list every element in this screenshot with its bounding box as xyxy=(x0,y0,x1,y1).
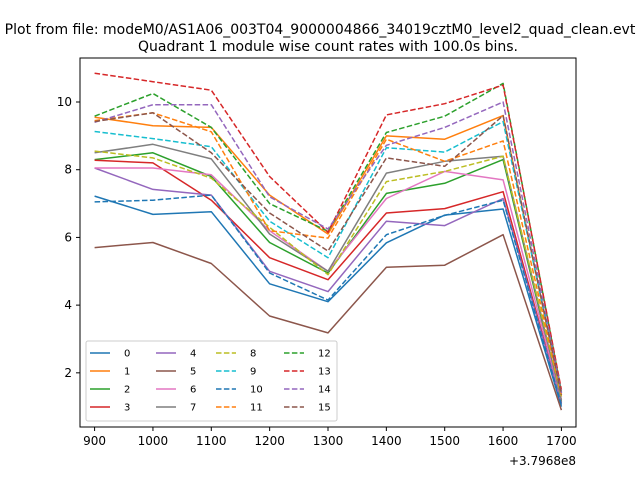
series-line-14 xyxy=(94,101,563,394)
legend-label-3: 3 xyxy=(124,403,130,414)
series-line-2 xyxy=(94,152,563,402)
series-line-12 xyxy=(94,82,563,392)
legend-label-4: 4 xyxy=(190,349,196,360)
legend-label-13: 13 xyxy=(318,367,331,378)
legend-label-1: 1 xyxy=(124,367,130,378)
x-axis: 900 1000 1100 1200 1300 1400 1500 1600 1700 xyxy=(83,427,577,448)
series-line-7 xyxy=(94,143,563,401)
legend-label-0: 0 xyxy=(124,349,130,360)
y-tick-label: 8 xyxy=(64,163,72,177)
y-tick-label: 6 xyxy=(64,230,72,244)
series-line-0 xyxy=(94,195,563,407)
x-tick-label: 1700 xyxy=(546,434,577,448)
y-tick-label: 4 xyxy=(64,298,72,312)
series-line-4 xyxy=(94,167,563,404)
series-line-3 xyxy=(94,159,563,404)
chart-title: Quadrant 1 module wise count rates with … xyxy=(138,39,518,55)
x-axis-offset-label: +3.7968e8 xyxy=(509,454,576,468)
series-line-8 xyxy=(94,150,563,397)
series-layer xyxy=(94,72,563,411)
series-line-11 xyxy=(94,112,563,395)
x-tick-label: 1000 xyxy=(138,434,169,448)
x-tick-label: 900 xyxy=(83,434,106,448)
legend-label-14: 14 xyxy=(318,385,331,396)
legend-label-6: 6 xyxy=(190,385,196,396)
legend-label-8: 8 xyxy=(250,349,256,360)
legend-label-7: 7 xyxy=(190,403,196,414)
y-tick-label: 2 xyxy=(64,366,72,380)
legend-label-5: 5 xyxy=(190,367,196,378)
series-line-15 xyxy=(94,112,563,395)
series-line-10 xyxy=(94,194,563,406)
x-tick-label: 1100 xyxy=(196,434,227,448)
y-tick-label: 10 xyxy=(57,95,72,109)
figure-suptitle: Plot from file: modeM0/AS1A06_003T04_900… xyxy=(5,22,636,38)
x-tick-label: 1600 xyxy=(488,434,519,448)
legend-label-12: 12 xyxy=(318,349,331,360)
legend-label-9: 9 xyxy=(250,367,256,378)
series-line-5 xyxy=(94,233,563,411)
legend-label-15: 15 xyxy=(318,403,331,414)
legend-label-10: 10 xyxy=(250,385,263,396)
series-line-13 xyxy=(94,72,563,390)
x-tick-label: 1500 xyxy=(429,434,460,448)
x-tick-label: 1300 xyxy=(313,434,344,448)
y-axis: 2 4 6 8 10 xyxy=(57,95,80,380)
legend-label-11: 11 xyxy=(250,403,263,414)
legend-box xyxy=(85,340,338,422)
x-tick-label: 1200 xyxy=(254,434,285,448)
x-tick-label: 1400 xyxy=(371,434,402,448)
series-line-9 xyxy=(94,120,563,394)
legend-label-2: 2 xyxy=(124,385,130,396)
